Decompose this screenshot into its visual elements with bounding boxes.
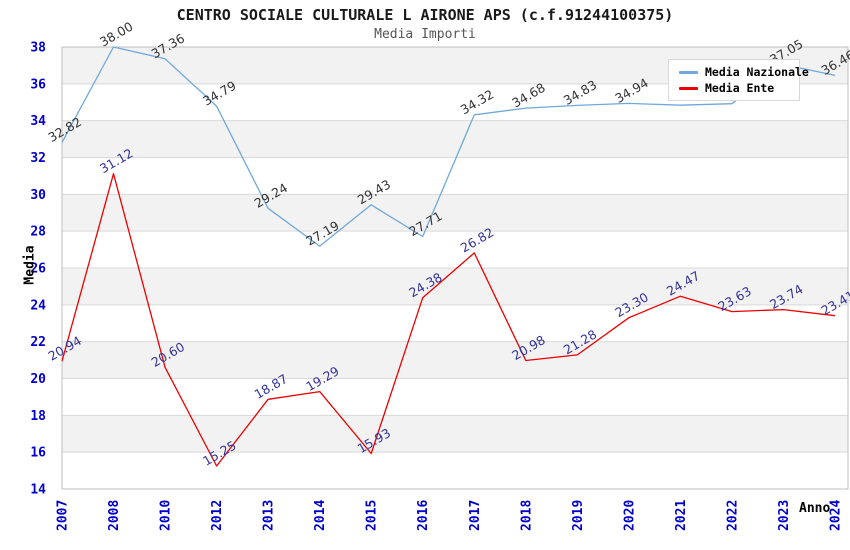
legend-item-media-ente: Media Ente: [679, 81, 789, 95]
x-tick-label: 2022: [725, 500, 740, 531]
y-tick-label: 28: [30, 225, 46, 240]
y-tick-label: 32: [30, 151, 46, 166]
grid-band: [62, 120, 848, 158]
grid-band: [62, 415, 848, 453]
y-tick-label: 34: [30, 114, 46, 129]
y-tick-label: 24: [30, 298, 46, 313]
grid-band: [62, 304, 848, 342]
grid-band: [62, 231, 848, 268]
x-tick-label: 2024: [829, 500, 844, 531]
chart-subtitle: Media Importi: [374, 27, 476, 42]
legend-line-swatch-blue-icon: [679, 70, 698, 74]
y-tick-label: 38: [30, 41, 46, 56]
grid-band: [62, 341, 848, 379]
plot-border: [61, 46, 849, 490]
x-tick-label: 2016: [416, 500, 431, 531]
legend-line-swatch-red-icon: [679, 86, 698, 90]
legend-label-media-nazionale: Media Nazionale: [705, 65, 809, 79]
y-tick-label: 26: [30, 262, 46, 277]
y-tick-label: 30: [30, 188, 46, 203]
x-tick-label: 2018: [519, 500, 534, 531]
grid-band: [62, 378, 848, 416]
chart-title: CENTRO SOCIALE CULTURALE L AIRONE APS (c…: [176, 6, 674, 24]
series-line-media-nazionale: [61, 46, 836, 247]
y-tick-label: 22: [30, 335, 46, 350]
x-tick-label: 2019: [571, 500, 586, 531]
legend-item-media-nazionale: Media Nazionale: [679, 65, 809, 79]
legend-label-media-ente: Media Ente: [705, 81, 775, 95]
grid-band: [62, 452, 848, 489]
grid-band: [62, 268, 848, 305]
x-tick-label: 2020: [622, 500, 637, 531]
x-tick-label: 2007: [56, 500, 71, 531]
series-line-media-ente: [61, 173, 836, 467]
y-tick-label: 14: [30, 483, 46, 498]
y-tick-label: 36: [30, 77, 46, 92]
y-tick-label: 16: [30, 446, 46, 461]
x-tick-label: 2023: [777, 500, 792, 531]
grid-band: [62, 157, 848, 195]
y-axis-title: Media: [22, 245, 38, 285]
y-tick-label: 18: [30, 409, 46, 424]
x-tick-label: 2015: [365, 500, 380, 531]
x-tick-label: 2021: [674, 500, 689, 531]
grid-band: [62, 194, 848, 232]
x-tick-label: 2017: [468, 500, 483, 531]
x-tick-label: 2010: [159, 500, 174, 531]
x-axis-title: Anno: [799, 501, 831, 516]
y-tick-label: 20: [30, 372, 46, 387]
x-tick-label: 2008: [107, 500, 122, 531]
x-tick-label: 2013: [262, 500, 277, 531]
x-tick-label: 2012: [210, 500, 225, 531]
x-tick-label: 2014: [313, 500, 328, 531]
legend: Media Nazionale Media Ente: [668, 59, 809, 101]
